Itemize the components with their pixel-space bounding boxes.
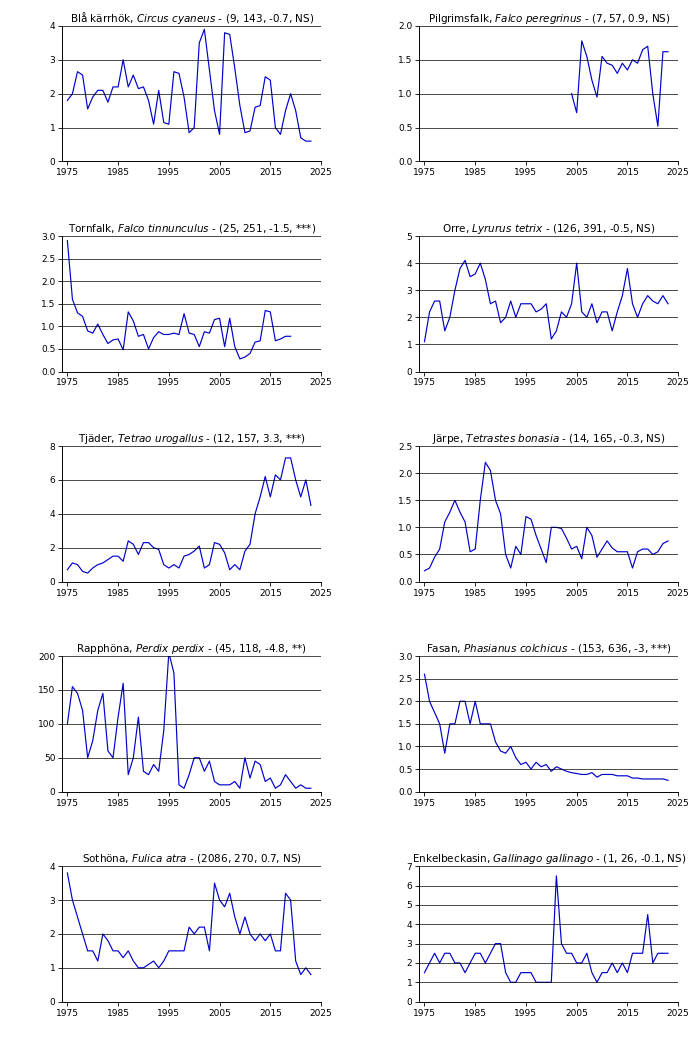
Title: Pilgrimsfalk, $\it{Falco\ peregrinus}$ - (7, 57, 0.9, NS): Pilgrimsfalk, $\it{Falco\ peregrinus}$ -… — [428, 11, 670, 26]
Title: Rapphöna, $\it{Perdix\ perdix}$ - (45, 118, -4.8, **): Rapphöna, $\it{Perdix\ perdix}$ - (45, 1… — [76, 641, 307, 656]
Title: Fasan, $\it{Phasianus\ colchicus}$ - (153, 636, -3, ***): Fasan, $\it{Phasianus\ colchicus}$ - (15… — [426, 643, 671, 655]
Title: Sothöna, $\it{Fulica\ atra}$ - (2086, 270, 0.7, NS): Sothöna, $\it{Fulica\ atra}$ - (2086, 27… — [82, 852, 302, 866]
Title: Tjäder, $\it{Tetrao\ urogallus}$ - (12, 157, 3.3, ***): Tjäder, $\it{Tetrao\ urogallus}$ - (12, … — [78, 432, 306, 446]
Title: Enkelbeckasin, $\it{Gallinago\ gallinago}$ - (1, 26, -0.1, NS): Enkelbeckasin, $\it{Gallinago\ gallinago… — [412, 852, 686, 866]
Title: Orre, $\it{Lyrurus\ tetrix}$ - (126, 391, -0.5, NS): Orre, $\it{Lyrurus\ tetrix}$ - (126, 391… — [442, 222, 655, 236]
Title: Järpe, $\it{Tetrastes\ bonasia}$ - (14, 165, -0.3, NS): Järpe, $\it{Tetrastes\ bonasia}$ - (14, … — [432, 432, 666, 446]
Title: Blå kärrhök, $\it{Circus\ cyaneus}$ - (9, 143, -0.7, NS): Blå kärrhök, $\it{Circus\ cyaneus}$ - (9… — [70, 9, 313, 26]
Title: Tornfalk, $\it{Falco\ tinnunculus}$ - (25, 251, -1.5, ***): Tornfalk, $\it{Falco\ tinnunculus}$ - (2… — [68, 222, 316, 236]
